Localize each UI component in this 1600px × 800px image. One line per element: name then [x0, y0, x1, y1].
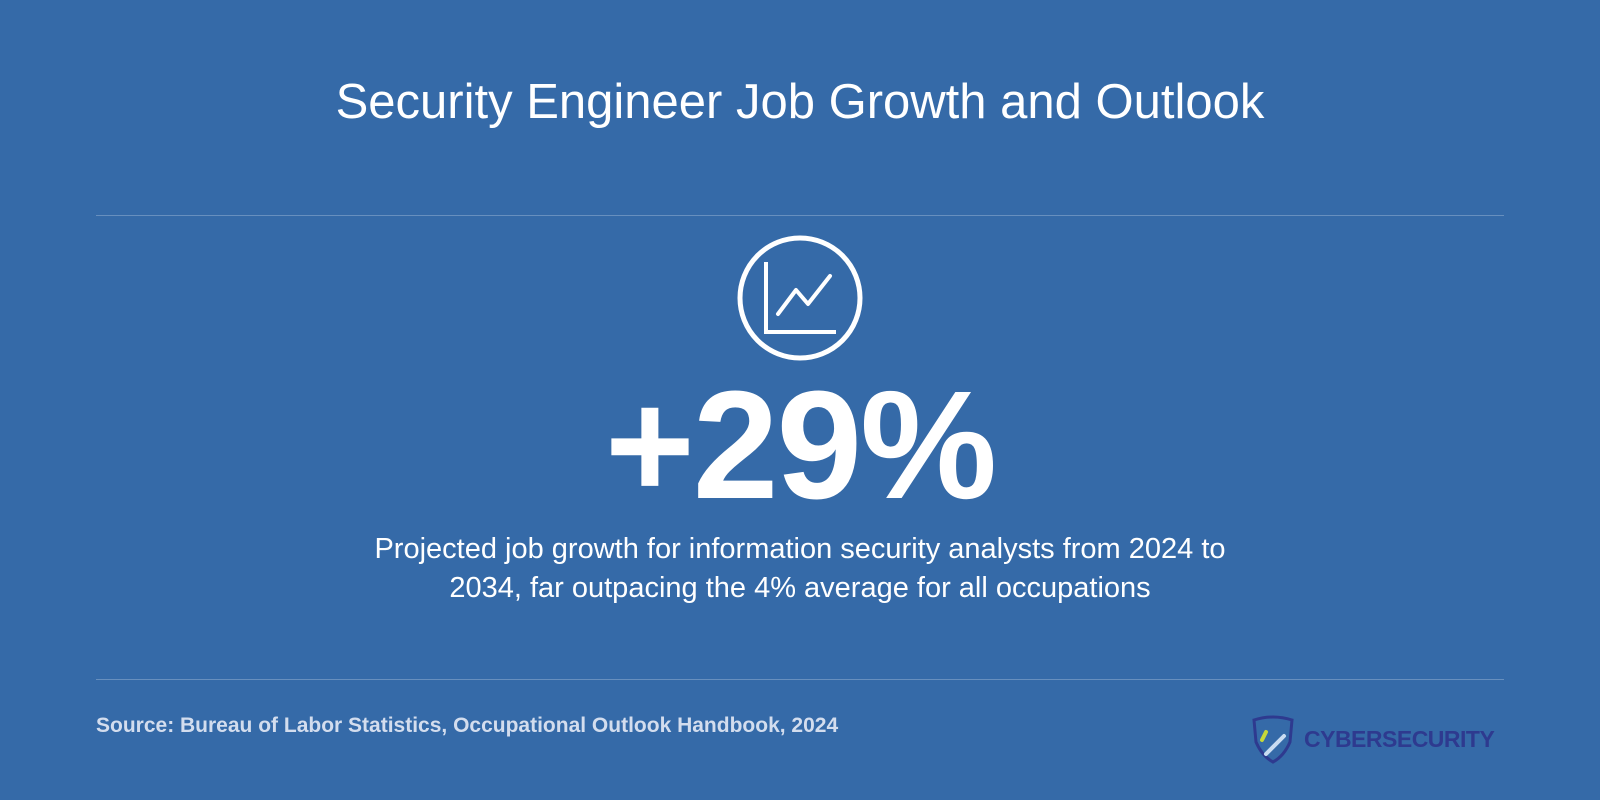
- description: Projected job growth for information sec…: [374, 533, 1226, 604]
- logo-shield: [1252, 715, 1294, 764]
- stat-value: +29%: [604, 359, 997, 531]
- source: Source: Bureau of Labor Statistics, Occu…: [96, 714, 839, 737]
- logo: CYBERSECURITY: [1250, 714, 1495, 764]
- growth-icon: [737, 235, 863, 361]
- divider: [96, 679, 1504, 680]
- title: Security Engineer Job Growth and Outlook: [335, 75, 1265, 129]
- divider: [96, 215, 1504, 216]
- logo-text: CYBERSECURITY: [1304, 725, 1495, 752]
